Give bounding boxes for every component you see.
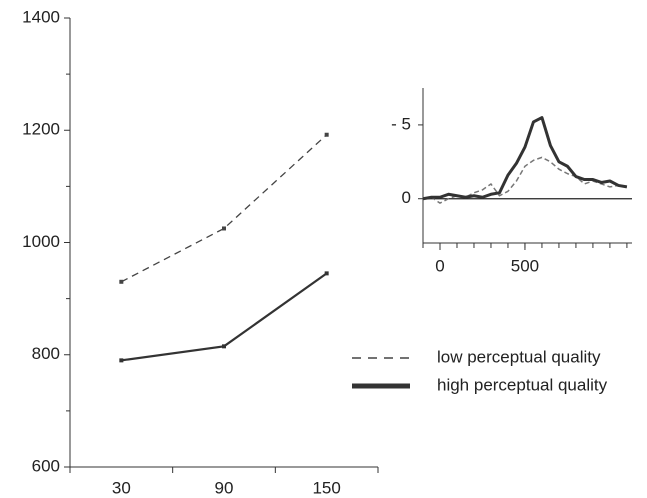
- marker: [119, 358, 124, 363]
- inset-y-tick-label: 0: [402, 188, 411, 207]
- marker: [222, 344, 226, 349]
- marker: [324, 271, 329, 276]
- y-tick-label: 600: [32, 456, 60, 475]
- inset-x-tick-label: 0: [435, 256, 444, 275]
- inset-x-tick-label: 500: [511, 256, 539, 275]
- y-tick-label: 1000: [22, 232, 60, 251]
- x-tick-label: 90: [215, 478, 234, 497]
- y-tick-label: 1200: [22, 120, 60, 139]
- marker: [324, 132, 329, 137]
- inset-line: [422, 116, 628, 201]
- inset-y-tick-label: - 5: [391, 114, 411, 133]
- line: [121, 134, 328, 283]
- marker: [222, 226, 226, 231]
- marker: [119, 279, 124, 284]
- y-tick-label: 800: [32, 344, 60, 363]
- x-tick-label: 30: [112, 478, 131, 497]
- y-tick-label: 1400: [22, 7, 60, 26]
- legend-label: high perceptual quality: [437, 375, 608, 394]
- legend-label: low perceptual quality: [437, 347, 601, 366]
- x-tick-label: 150: [312, 478, 340, 497]
